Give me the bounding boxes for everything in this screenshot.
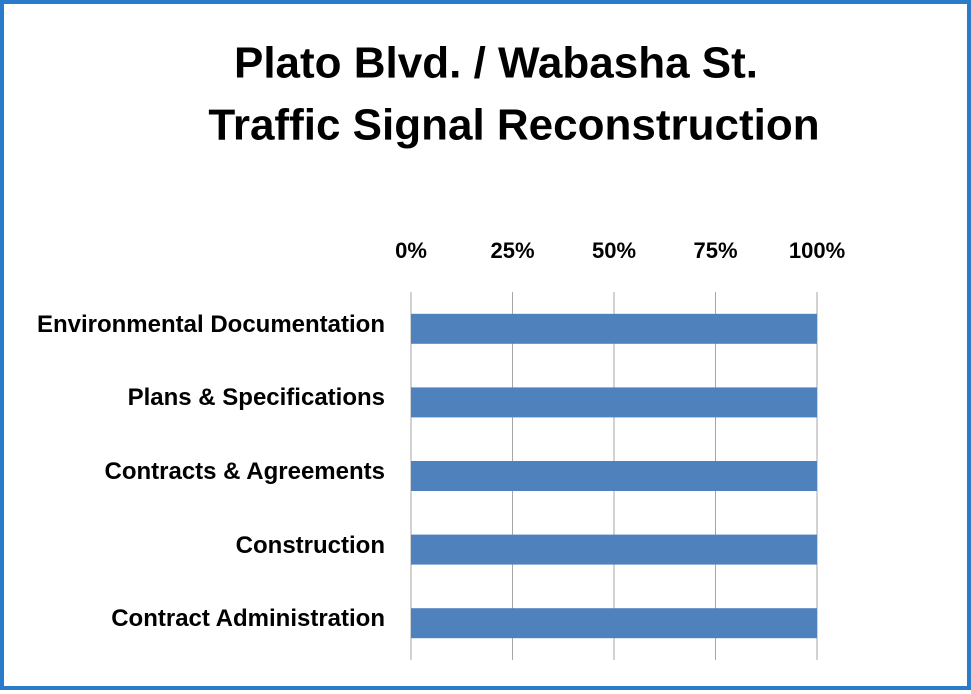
y-tick-label: Contract Administration — [111, 605, 385, 633]
bar — [411, 313, 817, 344]
x-tick-label: 25% — [490, 238, 534, 263]
y-tick-label: Contracts & Agreements — [104, 458, 385, 485]
bar — [411, 461, 817, 491]
y-tick-label: Construction — [235, 531, 385, 559]
chart: Plato Blvd. / Wabasha St. Traffic Signal… — [208, 39, 845, 660]
chart-title: Plato Blvd. / Wabasha St. — [234, 39, 758, 88]
x-tick-label: 0% — [395, 238, 427, 263]
chart-title: Traffic Signal Reconstruction — [208, 101, 819, 150]
y-tick-label: Plans & Specifications — [127, 384, 385, 412]
bar — [411, 387, 817, 418]
x-tick-label: 100% — [789, 238, 845, 263]
x-tick-label: 75% — [693, 238, 737, 263]
bar — [411, 608, 817, 639]
bar — [411, 534, 817, 565]
y-tick-label: Environmental Documentation — [36, 310, 385, 338]
x-tick-label: 50% — [592, 238, 636, 263]
